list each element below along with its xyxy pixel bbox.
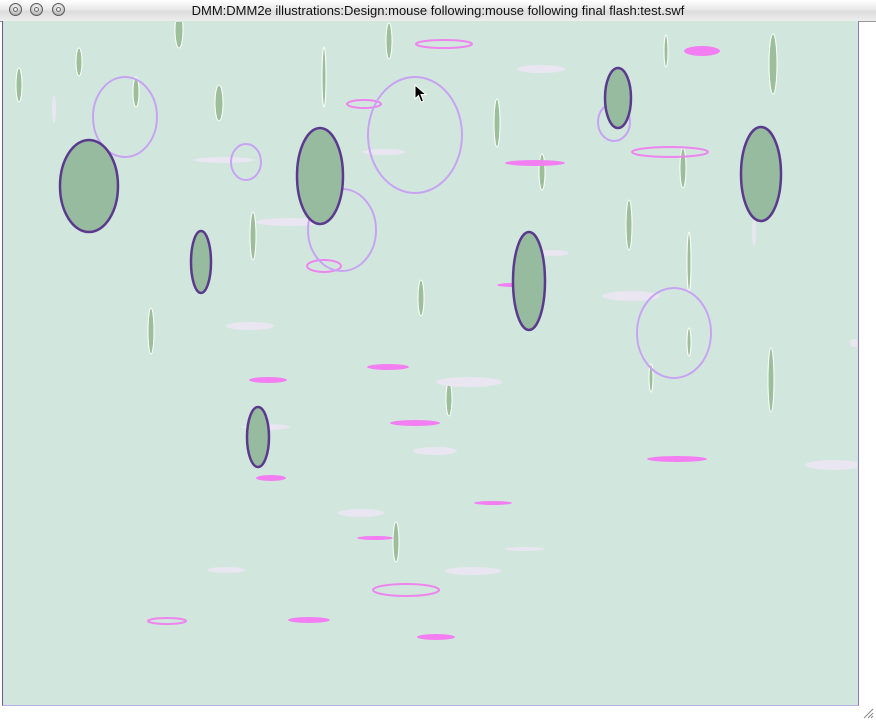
window-title: DMM:DMM2e illustrations:Design:mouse fol… xyxy=(0,3,876,18)
thin-green-slivers xyxy=(16,22,777,562)
filled-green-ellipses xyxy=(60,68,781,467)
resize-grip-icon[interactable] xyxy=(861,706,874,719)
window-titlebar[interactable]: DMM:DMM2e illustrations:Design:mouse fol… xyxy=(0,0,876,22)
flash-stage[interactable] xyxy=(3,22,857,705)
arrow-cursor-icon xyxy=(414,84,428,104)
pink-rings xyxy=(148,40,708,624)
